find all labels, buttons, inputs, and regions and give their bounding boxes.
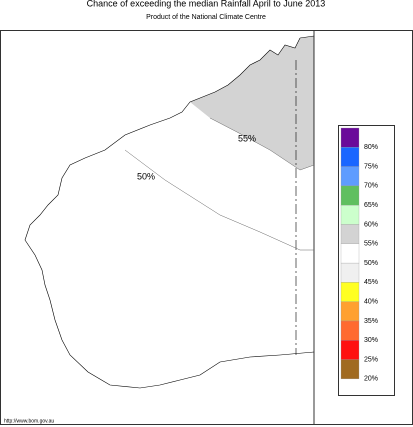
legend-label: 30% [364,337,378,344]
legend-label: 45% [364,279,378,286]
legend-label: 55% [364,241,378,248]
legend-label: 25% [364,356,378,363]
legend-label: 65% [364,202,378,209]
region-label: 55% [238,133,256,143]
legend: 80% 75% 70% 65% 60% 55% 50% 45% 40% 35% 30% 25% 20% [340,127,378,383]
contour-line [124,149,314,251]
legend-swatch [340,301,360,322]
legend-swatch [340,224,360,244]
legend-label: 35% [364,318,378,325]
legend-label: 75% [364,163,378,170]
legend-swatch [340,340,360,360]
legend-label: 40% [364,299,378,306]
coastline [24,37,315,389]
legend-label: 60% [364,221,378,228]
coastline [299,35,315,39]
legend-swatch [340,205,360,225]
region-label: 50% [137,171,155,181]
legend-label: 70% [364,183,378,190]
legend-swatch [340,359,360,380]
shaded-region [190,36,314,170]
legend-swatch [340,147,360,167]
legend-swatch [340,282,360,302]
legend-label: 80% [364,144,378,151]
title: Chance of exceeding the median Rainfall … [87,0,326,8]
legend-swatch [340,262,360,283]
legend-label: 50% [364,260,378,267]
subtitle: Product of the National Climate Centre [146,14,266,21]
footer: http://www.bom.gov.au [4,418,54,424]
legend-label: 20% [364,376,378,383]
contour-line [209,117,315,171]
legend-swatch [340,166,360,187]
legend-swatch [340,185,360,206]
legend-swatch [340,127,360,148]
legend-swatch [340,320,360,341]
legend-swatch [340,243,360,264]
